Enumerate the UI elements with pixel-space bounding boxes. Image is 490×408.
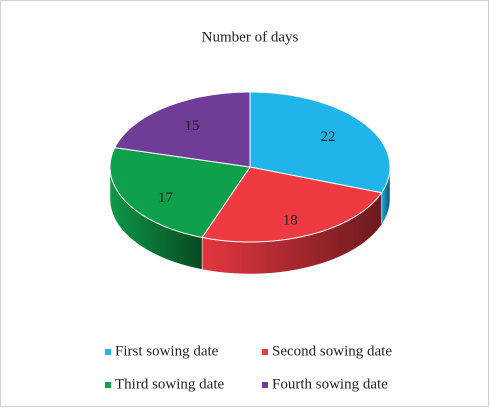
legend-label: Second sowing date <box>272 343 392 359</box>
legend-swatch <box>262 382 268 388</box>
pie-slice <box>109 147 251 239</box>
data-label: 17 <box>158 190 174 206</box>
legend-label: Third sowing date <box>115 376 224 392</box>
legend-swatch <box>105 349 111 355</box>
legend-swatch <box>262 349 268 355</box>
pie-slice <box>201 166 383 243</box>
chart-title: Number of days <box>202 29 299 45</box>
data-label: 15 <box>185 118 200 134</box>
pie-slice <box>249 91 391 194</box>
legend-swatch <box>105 382 111 388</box>
pie-slice <box>114 91 251 168</box>
legend-label: First sowing date <box>115 343 219 359</box>
legend-label: Fourth sowing date <box>272 376 388 392</box>
data-label: 22 <box>320 129 335 145</box>
data-label: 18 <box>283 213 298 229</box>
